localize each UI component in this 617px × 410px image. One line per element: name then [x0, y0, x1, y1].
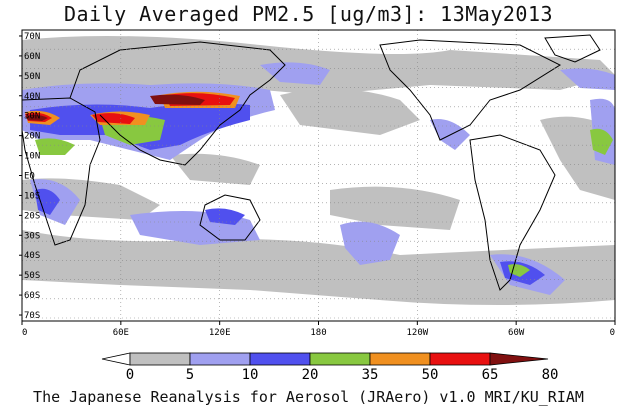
lon-label: 0	[22, 328, 27, 338]
latitude-axis: 70N 60N 50N 40N 30N 20N 10N EQ 10S 20S 30S 40S 50S 60…	[19, 32, 40, 321]
longitude-axis: 0 60E 120E 180 120W 60W 0	[21, 321, 616, 338]
coast-eurasia	[69, 41, 286, 166]
field-grey-south-pacific	[330, 186, 460, 230]
colorbar-label: 50	[422, 367, 439, 383]
lat-label: 70S	[24, 311, 40, 321]
colorbar-label: 80	[542, 367, 559, 383]
lon-label: 60E	[113, 328, 129, 338]
field-maroon-east-asia	[150, 94, 205, 105]
lat-label: 60N	[24, 52, 40, 62]
colorbar-arrow-high	[489, 352, 549, 366]
lat-label: 30N	[24, 112, 40, 122]
colorbar-swatch	[249, 352, 311, 366]
lat-label: EQ	[24, 172, 35, 182]
colorbar-swatch	[429, 352, 491, 366]
lat-label: 10N	[24, 152, 40, 162]
field-lightblue-north-atlantic	[560, 68, 615, 90]
lat-label: 20N	[24, 132, 40, 142]
field-lightblue-north-pacific	[260, 62, 330, 85]
lat-label: 50N	[24, 72, 40, 82]
lon-label: 120E	[209, 328, 231, 338]
coastlines	[22, 34, 601, 291]
field-red-west-asia	[92, 113, 135, 124]
lon-label: 60W	[508, 328, 525, 338]
field-lightblue-south-pacific	[340, 221, 400, 265]
lat-label: 30S	[24, 231, 40, 241]
field-grey-southern-ocean	[22, 230, 615, 305]
lat-label: 50S	[24, 271, 40, 281]
colorbar-swatch	[189, 352, 251, 366]
colorbar-swatch	[309, 352, 371, 366]
pm25-map: 70N 60N 50N 40N 30N 20N 10N EQ 10S 20S 30S 40S 50S 60…	[19, 29, 616, 383]
lat-label: 20S	[24, 211, 40, 221]
lat-label: 40S	[24, 251, 40, 261]
colorbar-label: 35	[362, 367, 379, 383]
grid	[22, 30, 615, 321]
lat-label: 10S	[24, 191, 40, 201]
colorbar-legend: 0 5 10 20 35 50 65 80	[101, 352, 559, 383]
lon-label: 0	[610, 328, 615, 338]
lat-label: 60S	[24, 291, 40, 301]
coast-greenland	[544, 34, 601, 63]
coast-north-america	[379, 39, 562, 141]
coast-australia	[199, 194, 261, 241]
field-green-north-africa	[590, 128, 613, 155]
field-maroon-sahara	[25, 114, 48, 121]
colorbar-label: 5	[186, 367, 194, 383]
map-title: Daily Averaged PM2.5 [ug/m3]: 13May2013	[63, 2, 554, 26]
colorbar-label: 0	[126, 367, 134, 383]
concentration-fields	[22, 36, 615, 305]
field-blue-australia	[205, 208, 245, 225]
coast-africa	[22, 97, 101, 246]
field-grey-indian-ocean	[170, 153, 260, 185]
colorbar-arrow-low	[101, 352, 131, 366]
lat-label: 40N	[24, 92, 40, 102]
colorbar-label: 65	[482, 367, 499, 383]
lat-label: 70N	[24, 32, 40, 42]
field-green-sahel	[35, 138, 75, 155]
lon-label: 120W	[406, 328, 428, 338]
dataset-credit: The Japanese Reanalysis for Aerosol (JRA…	[33, 388, 584, 406]
colorbar-swatch	[369, 352, 431, 366]
colorbar-label: 10	[242, 367, 259, 383]
field-blue-africa	[35, 188, 60, 215]
colorbar-label: 20	[302, 367, 319, 383]
field-grey-tropical-pacific	[280, 88, 420, 135]
colorbar-swatch	[129, 352, 191, 366]
coast-south-america	[469, 134, 556, 291]
lon-label: 180	[310, 328, 326, 338]
